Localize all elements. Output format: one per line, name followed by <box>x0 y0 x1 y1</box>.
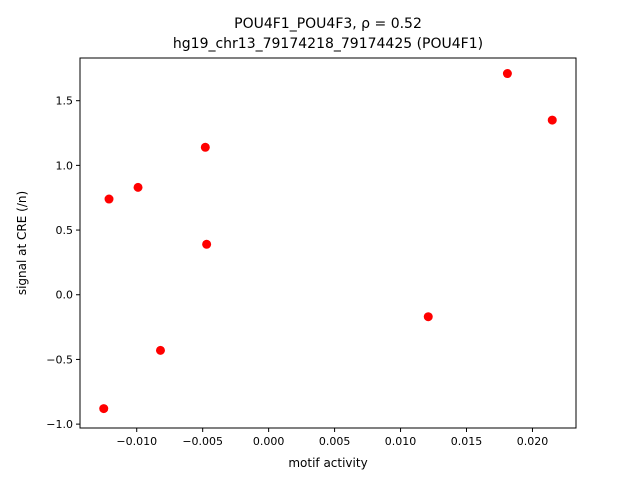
data-point <box>104 194 114 204</box>
data-point <box>155 345 165 355</box>
x-tick-label: 0.010 <box>385 435 417 448</box>
x-tick-label: 0.000 <box>253 435 285 448</box>
x-axis-ticks: −0.010 −0.005 0.000 0.005 0.010 0.015 0.020 <box>116 428 548 448</box>
x-tick-label: 0.020 <box>517 435 549 448</box>
y-tick-label: 0.5 <box>56 224 74 237</box>
data-points <box>99 69 557 414</box>
y-tick-label: 1.5 <box>56 95 74 108</box>
data-point <box>133 182 143 192</box>
x-tick-label: 0.005 <box>319 435 351 448</box>
x-tick-label: −0.010 <box>116 435 157 448</box>
y-tick-label: 0.0 <box>56 289 74 302</box>
data-point <box>502 69 512 79</box>
chart-title-line2: hg19_chr13_79174218_79174425 (POU4F1) <box>173 36 483 52</box>
y-tick-label: −1.0 <box>46 418 73 431</box>
data-point <box>202 239 212 249</box>
y-tick-label: −0.5 <box>46 353 73 366</box>
y-tick-label: 1.0 <box>56 159 74 172</box>
y-axis-ticks: −1.0 −0.5 0.0 0.5 1.0 1.5 <box>46 95 80 431</box>
x-tick-label: 0.015 <box>451 435 483 448</box>
y-axis-label: signal at CRE (/n) <box>15 191 29 295</box>
x-tick-label: −0.005 <box>182 435 223 448</box>
x-axis-label: motif activity <box>288 456 367 470</box>
data-point <box>547 115 557 125</box>
data-point <box>423 312 433 322</box>
data-point <box>200 142 210 152</box>
chart-title-line1: POU4F1_POU4F3, ρ = 0.52 <box>234 16 422 32</box>
data-point <box>99 404 109 414</box>
plot-area-frame <box>79 57 577 429</box>
